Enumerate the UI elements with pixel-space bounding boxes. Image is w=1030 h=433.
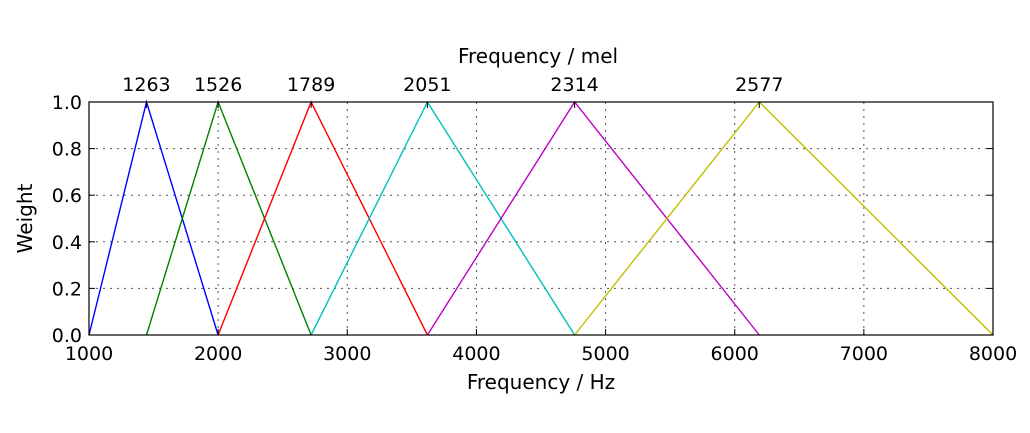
y-axis-title: Weight — [13, 184, 37, 254]
y-tick-label: 0.4 — [52, 232, 82, 254]
top-axis-title: Frequency / mel — [458, 44, 618, 68]
grid-layer — [89, 102, 993, 335]
filter-5-line — [426, 100, 760, 336]
series-layer — [88, 99, 994, 336]
filter-2-line — [145, 99, 312, 336]
y-tick-label: 0.6 — [52, 185, 82, 207]
filter-1-line — [88, 99, 219, 336]
y-tick-label: 0.8 — [52, 139, 82, 161]
tick-layer — [88, 101, 994, 336]
x-tick-label: 1000 — [65, 343, 113, 365]
plot-frame — [88, 101, 994, 336]
filter-4-line — [310, 100, 576, 336]
x-tick-label: 4000 — [452, 343, 500, 365]
y-tick-label: 0.2 — [52, 278, 82, 300]
y-tick-label: 0.0 — [52, 325, 82, 347]
top-tick-label: 2314 — [550, 74, 598, 96]
label-layer: 1000 2000 3000 4000 5000 6000 7000 8000 0.0 0.2 0.… — [52, 74, 1017, 365]
x-tick-label: 2000 — [194, 343, 242, 365]
filter-3-line — [217, 100, 429, 336]
top-tick-label: 1263 — [122, 74, 170, 96]
top-tick-label: 2051 — [403, 74, 451, 96]
x-tick-label: 7000 — [840, 343, 888, 365]
top-tick-label: 1526 — [194, 74, 242, 96]
x-tick-label: 3000 — [323, 343, 371, 365]
x-tick-label: 6000 — [711, 343, 759, 365]
x-axis-title: Frequency / Hz — [467, 370, 615, 394]
filter-6-line — [574, 100, 994, 336]
top-tick-label: 1789 — [287, 74, 335, 96]
top-tick-label: 2577 — [735, 74, 783, 96]
y-tick-label: 1.0 — [52, 92, 82, 114]
x-tick-label: 5000 — [581, 343, 629, 365]
x-tick-label: 8000 — [969, 343, 1017, 365]
